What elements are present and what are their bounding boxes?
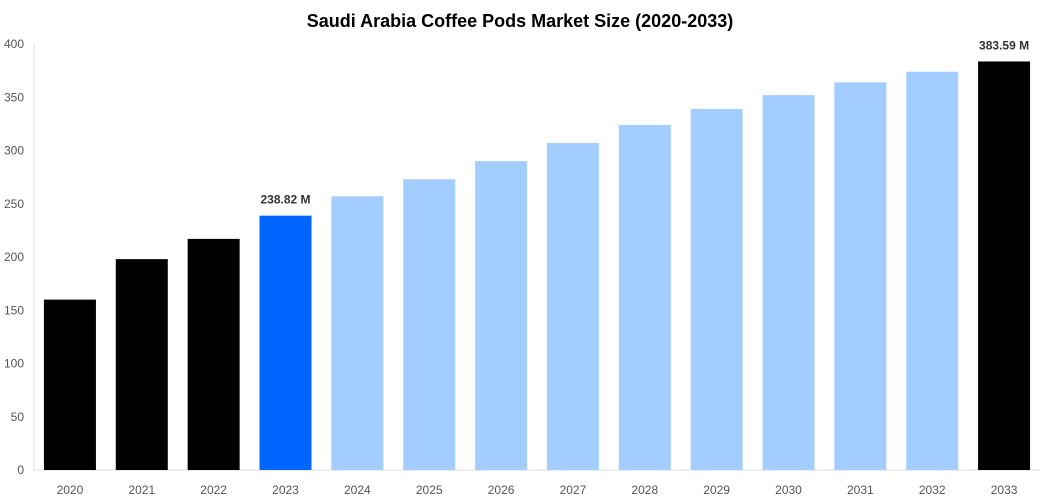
- x-tick-label: 2025: [416, 483, 443, 497]
- y-tick-label: 350: [4, 90, 24, 104]
- y-tick-label: 400: [4, 37, 24, 51]
- bar-2021: [115, 259, 168, 470]
- x-tick-label: 2027: [560, 483, 587, 497]
- bar-2020: [43, 299, 96, 470]
- bar-2023: [259, 215, 312, 470]
- bar-2029: [690, 108, 743, 470]
- bar-2031: [834, 82, 887, 470]
- bar-2025: [403, 179, 456, 470]
- x-tick-label: 2032: [919, 483, 946, 497]
- y-tick-label: 0: [17, 463, 24, 477]
- bar-2033: [978, 61, 1031, 470]
- x-tick-label: 2031: [847, 483, 874, 497]
- y-tick-label: 300: [4, 144, 24, 158]
- chart-title: Saudi Arabia Coffee Pods Market Size (20…: [307, 11, 734, 31]
- y-tick-label: 150: [4, 303, 24, 317]
- bar-2022: [187, 238, 240, 470]
- bar-2030: [762, 95, 815, 471]
- x-tick-label: 2022: [200, 483, 227, 497]
- bar-2024: [331, 196, 384, 471]
- data-label-2033: 383.59 M: [979, 38, 1029, 52]
- bar-2032: [906, 71, 959, 470]
- x-tick-label: 2024: [344, 483, 371, 497]
- x-tick-label: 2023: [272, 483, 299, 497]
- x-tick-label: 2021: [128, 483, 155, 497]
- x-tick-label: 2026: [488, 483, 515, 497]
- bar-2027: [546, 143, 599, 471]
- data-label-2023: 238.82 M: [260, 193, 310, 207]
- x-tick-label: 2029: [703, 483, 730, 497]
- x-tick-label: 2028: [631, 483, 658, 497]
- x-tick-label: 2030: [775, 483, 802, 497]
- y-tick-label: 50: [11, 410, 25, 424]
- bar-2028: [618, 124, 671, 470]
- bar-2026: [475, 161, 528, 470]
- x-tick-label: 2020: [57, 483, 84, 497]
- x-tick-label: 2033: [991, 483, 1018, 497]
- y-tick-label: 250: [4, 197, 24, 211]
- y-tick-label: 200: [4, 250, 24, 264]
- y-tick-label: 100: [4, 357, 24, 371]
